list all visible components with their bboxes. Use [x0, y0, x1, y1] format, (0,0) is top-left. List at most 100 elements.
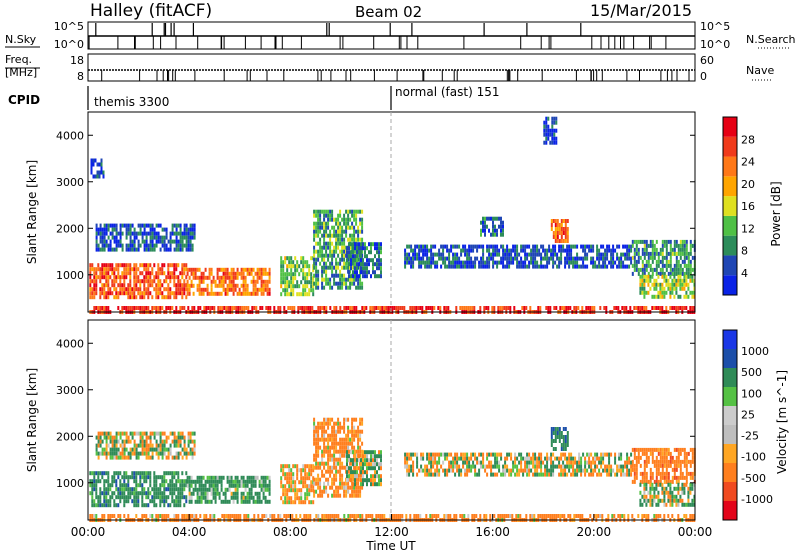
- heatmap-cell: [542, 244, 545, 249]
- heatmap-cell: [157, 271, 160, 276]
- heatmap-cell: [448, 460, 451, 465]
- heatmap-cell: [343, 417, 346, 422]
- heatmap-cell: [224, 279, 227, 284]
- heatmap-cell: [101, 239, 104, 244]
- heatmap-cell: [368, 242, 370, 247]
- heatmap-cell: [196, 487, 199, 492]
- heatmap-cell: [376, 274, 378, 279]
- heatmap-cell: [284, 292, 287, 297]
- heatmap-cell: [129, 495, 132, 500]
- heatmap-cell: [522, 468, 525, 473]
- heatmap-cell: [351, 445, 354, 450]
- heatmap-cell: [306, 264, 309, 269]
- heatmap-cell: [185, 263, 188, 268]
- heatmap-cell: [659, 459, 662, 464]
- heatmap-cell: [490, 232, 492, 237]
- heatmap-cell: [631, 467, 634, 472]
- heatmap-cell: [556, 239, 559, 243]
- heatmap-cell: [337, 217, 340, 222]
- heatmap-cell: [261, 306, 264, 310]
- heatmap-cell: [641, 239, 644, 244]
- heatmap-cell: [343, 485, 346, 490]
- heatmap-cell: [635, 247, 638, 252]
- heatmap-cell: [437, 306, 440, 310]
- heatmap-cell: [476, 244, 479, 249]
- heatmap-cell: [343, 493, 346, 498]
- heatmap-cell: [127, 283, 130, 288]
- heatmap-cell: [378, 474, 380, 479]
- heatmap-cell: [323, 445, 326, 450]
- heatmap-cell: [496, 252, 499, 257]
- heatmap-cell: [317, 477, 320, 482]
- heatmap-cell: [506, 248, 509, 253]
- heatmap-cell: [496, 464, 499, 469]
- heatmap-cell: [109, 483, 112, 488]
- heatmap-cell: [671, 306, 674, 310]
- heatmap-cell: [240, 271, 243, 276]
- heatmap-cell: [426, 252, 429, 257]
- heatmap-cell: [335, 237, 338, 242]
- heatmap-cell: [286, 264, 289, 269]
- heatmap-cell: [95, 435, 98, 440]
- heatmap-cell: [327, 469, 330, 474]
- heatmap-cell: [119, 483, 122, 488]
- heatmap-cell: [141, 279, 144, 284]
- heatmap-cell: [478, 264, 481, 269]
- heatmap-cell: [355, 429, 358, 434]
- heatmap-cell: [498, 216, 500, 221]
- heatmap-cell: [506, 456, 509, 461]
- heatmap-cell: [133, 479, 136, 484]
- heatmap-cell: [133, 451, 136, 456]
- heatmap-cell: [204, 287, 207, 292]
- heatmap-cell: [359, 421, 362, 426]
- heatmap-cell: [153, 435, 156, 440]
- heatmap-cell: [264, 495, 267, 500]
- heatmap-cell: [147, 223, 150, 228]
- heatmap-cell: [347, 237, 350, 242]
- heatmap-cell: [669, 239, 672, 244]
- heatmap-cell: [313, 493, 316, 498]
- heatmap-cell: [143, 267, 146, 272]
- heatmap-cell: [649, 239, 652, 244]
- heatmap-cell: [310, 256, 313, 261]
- heatmap-cell: [406, 456, 409, 461]
- heatmap-cell: [633, 263, 636, 268]
- heatmap-cell: [556, 431, 559, 435]
- heatmap-cell: [93, 291, 96, 296]
- heatmap-cell: [296, 464, 299, 469]
- heatmap-cell: [145, 443, 148, 448]
- heatmap-cell: [466, 472, 469, 477]
- heatmap-cell: [520, 264, 523, 269]
- heatmap-cell: [177, 263, 180, 268]
- heatmap-cell: [315, 453, 318, 458]
- heatmap-cell: [157, 263, 160, 268]
- heatmap-cell: [651, 282, 654, 287]
- heatmap-cell: [143, 447, 146, 452]
- heatmap-cell: [351, 489, 354, 494]
- colorbar-tick-label: 20: [741, 178, 755, 191]
- heatmap-cell: [268, 267, 271, 272]
- heatmap-cell: [500, 216, 502, 221]
- heatmap-cell: [306, 476, 309, 481]
- heatmap-cell: [181, 267, 184, 272]
- heatmap-cell: [444, 456, 447, 461]
- heatmap-cell: [121, 455, 124, 460]
- heatmap-cell: [351, 281, 354, 286]
- heatmap-cell: [306, 488, 309, 493]
- heatmap-cell: [127, 435, 130, 440]
- heatmap-cell: [280, 256, 283, 261]
- heatmap-cell: [418, 244, 421, 249]
- heatmap-cell: [133, 499, 136, 504]
- heatmap-cell: [614, 260, 617, 265]
- heatmap-cell: [169, 306, 172, 310]
- heatmap-cell: [100, 162, 103, 167]
- heatmap-cell: [408, 256, 411, 261]
- heatmap-cell: [306, 284, 309, 289]
- heatmap-cell: [190, 499, 193, 504]
- heatmap-cell: [200, 275, 203, 280]
- region-12: [89, 306, 696, 314]
- heatmap-cell: [610, 264, 613, 269]
- heatmap-cell: [143, 287, 146, 292]
- heatmap-cell: [125, 287, 128, 292]
- heatmap-cell: [562, 468, 565, 473]
